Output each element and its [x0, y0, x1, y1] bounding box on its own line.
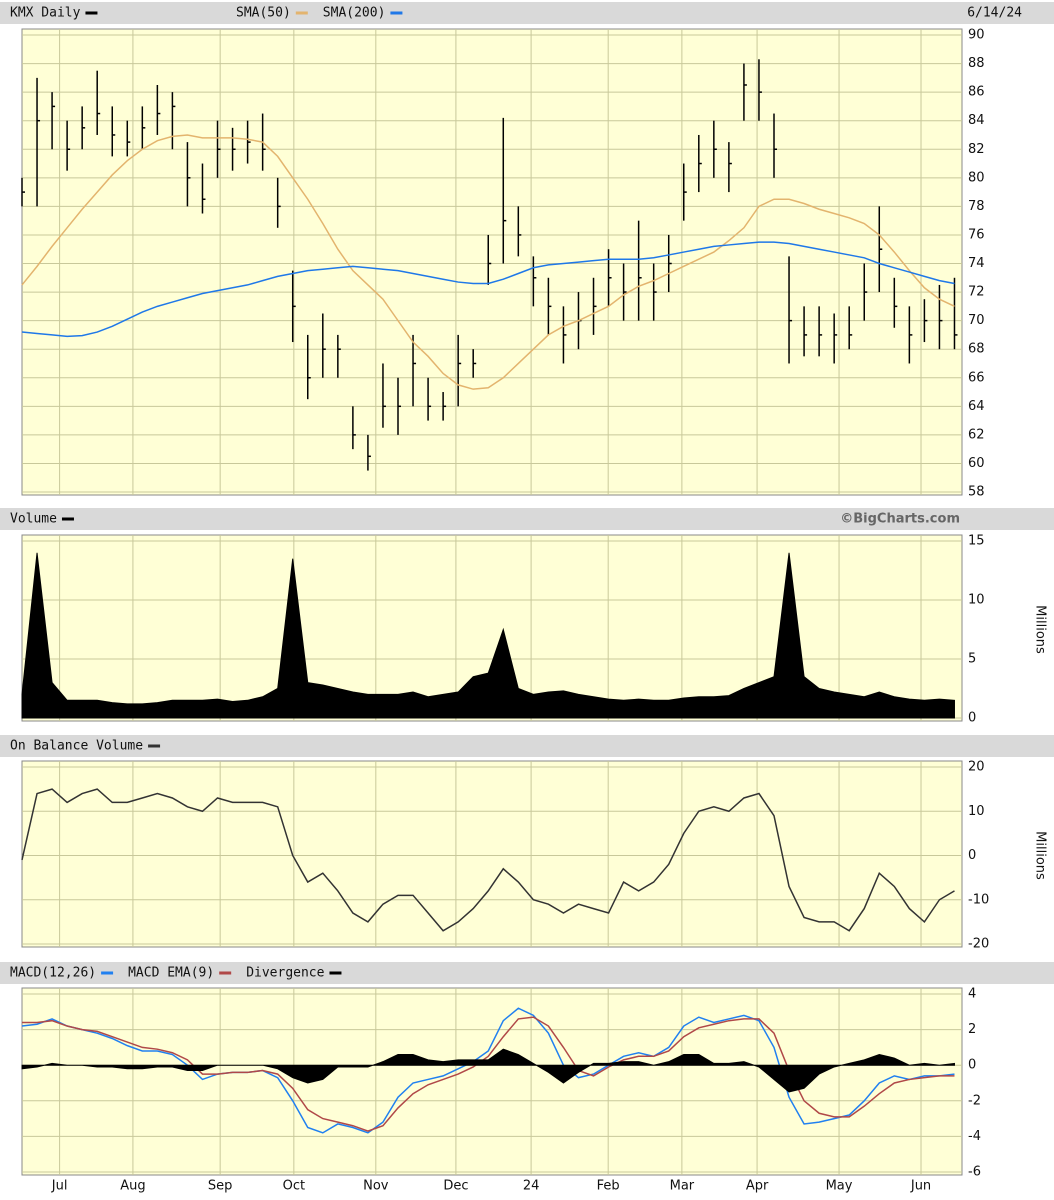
y-tick-label: 84 — [968, 113, 985, 128]
header-bar — [0, 2, 1054, 24]
y-tick-label: 68 — [968, 342, 985, 357]
y-tick-label: 80 — [968, 170, 985, 185]
y-tick-label: -2 — [968, 1093, 981, 1108]
x-tick-label: Feb — [597, 1179, 620, 1194]
legend-label: SMA(50) — [236, 6, 291, 21]
x-tick-label: Nov — [363, 1179, 389, 1194]
series-line — [21, 134, 955, 390]
y-tick-label: 90 — [968, 28, 985, 43]
legend-label: Volume — [10, 512, 57, 527]
y-tick-label: 86 — [968, 85, 985, 100]
series-line — [22, 1016, 955, 1132]
y-tick-label: 10 — [968, 804, 985, 819]
header-bar — [0, 735, 1054, 757]
x-tick-label: 24 — [523, 1179, 540, 1194]
x-tick-label: Dec — [443, 1179, 468, 1194]
x-tick-label: Apr — [746, 1179, 769, 1194]
series-line — [21, 788, 955, 932]
x-tick-label: Mar — [670, 1179, 695, 1194]
x-tick-label: Aug — [120, 1179, 145, 1194]
x-tick-label: Oct — [283, 1179, 305, 1194]
y-tick-label: 0 — [968, 711, 976, 726]
y-tick-label: 88 — [968, 56, 985, 71]
y-tick-label: 20 — [968, 760, 985, 775]
y-tick-label: 72 — [968, 285, 985, 300]
series-area — [21, 552, 955, 719]
source-label: ©BigCharts.com — [840, 512, 960, 527]
legend-label: KMX Daily — [10, 6, 81, 21]
y-tick-label: -4 — [968, 1129, 981, 1144]
y-tick-label: 74 — [968, 256, 985, 271]
legend-label: SMA(200) — [323, 6, 386, 21]
plot-area — [21, 760, 963, 948]
y-tick-label: -20 — [968, 937, 989, 952]
legend-label: Divergence — [246, 966, 324, 981]
x-tick-label: Jul — [51, 1179, 68, 1194]
y-tick-label: -10 — [968, 892, 989, 907]
y-tick-label: 4 — [968, 987, 976, 1002]
y-tick-label: 58 — [968, 485, 985, 500]
date-label: 6/14/24 — [967, 6, 1022, 21]
legend-label: MACD(12,26) — [10, 966, 96, 981]
y-tick-label: 64 — [968, 399, 985, 414]
x-tick-label: Jun — [910, 1179, 931, 1194]
legend-label: On Balance Volume — [10, 739, 143, 754]
plot-area — [21, 987, 963, 1176]
plot-area — [21, 28, 963, 496]
x-tick-label: May — [826, 1179, 853, 1194]
x-tick-label: Sep — [208, 1179, 233, 1194]
legend-label: MACD EMA(9) — [128, 966, 214, 981]
y-tick-label: 62 — [968, 427, 985, 442]
header-bar — [0, 962, 1054, 984]
y-tick-label: 2 — [968, 1022, 976, 1037]
y-tick-label: 0 — [968, 848, 976, 863]
series-line — [21, 241, 955, 338]
y-tick-label: 0 — [968, 1058, 976, 1073]
y-axis-label: Millions — [1033, 605, 1048, 654]
y-tick-label: 60 — [968, 456, 985, 471]
y-tick-label: 10 — [968, 593, 985, 608]
y-tick-label: 70 — [968, 313, 985, 328]
header-bar — [0, 508, 1054, 530]
y-tick-label: 78 — [968, 199, 985, 214]
y-tick-label: -6 — [968, 1165, 981, 1180]
series-line — [21, 1007, 955, 1134]
y-tick-label: 82 — [968, 142, 985, 157]
y-tick-label: 5 — [968, 652, 976, 667]
series-area — [21, 1048, 955, 1093]
y-tick-label: 15 — [968, 534, 985, 549]
y-tick-label: 76 — [968, 227, 985, 242]
y-axis-label: Millions — [1033, 831, 1048, 880]
y-tick-label: 66 — [968, 370, 985, 385]
